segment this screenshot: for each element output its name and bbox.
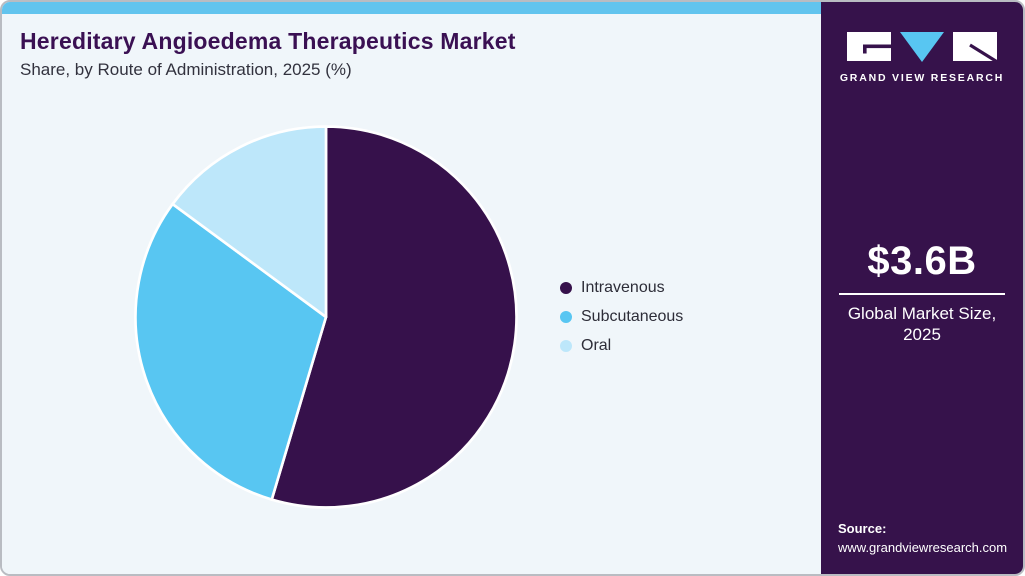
legend-swatch-icon	[560, 282, 572, 294]
sidebar: GRAND VIEW RESEARCH $3.6B Global Market …	[821, 2, 1023, 574]
market-size-callout: $3.6B Global Market Size, 2025	[821, 239, 1023, 346]
source-url: www.grandviewresearch.com	[838, 540, 1008, 556]
pie-slice-oral	[171, 125, 328, 319]
legend-item-intravenous: Intravenous	[560, 279, 683, 297]
source-block: Source: www.grandviewresearch.com	[838, 520, 1007, 558]
brand-logo: GRAND VIEW RESEARCH	[821, 2, 1023, 84]
pie-slice-subcutaneous	[134, 202, 328, 501]
legend-item-subcutaneous: Subcutaneous	[560, 308, 683, 326]
legend-label: Intravenous	[581, 279, 665, 296]
brand-name: GRAND VIEW RESEARCH	[839, 72, 1005, 84]
page-title: Hereditary Angioedema Therapeutics Marke…	[20, 28, 516, 54]
legend-label: Subcutaneous	[581, 308, 684, 325]
pie-slice-intravenous	[270, 125, 518, 509]
market-size-label: Global Market Size, 2025	[847, 304, 997, 345]
pie-chart	[134, 125, 518, 509]
legend: Intravenous Subcutaneous Oral	[560, 279, 683, 355]
legend-item-oral: Oral	[560, 337, 683, 355]
legend-swatch-icon	[560, 340, 572, 352]
divider	[839, 293, 1005, 295]
market-size-value: $3.6B	[867, 239, 977, 283]
gvr-logo-icon	[847, 32, 998, 65]
page-subtitle: Share, by Route of Administration, 2025 …	[20, 60, 352, 79]
legend-swatch-icon	[560, 311, 572, 323]
legend-label: Oral	[581, 337, 612, 354]
source-label: Source:	[838, 521, 887, 537]
top-accent-bar	[2, 2, 821, 14]
chart-panel: Hereditary Angioedema Therapeutics Marke…	[2, 2, 821, 574]
